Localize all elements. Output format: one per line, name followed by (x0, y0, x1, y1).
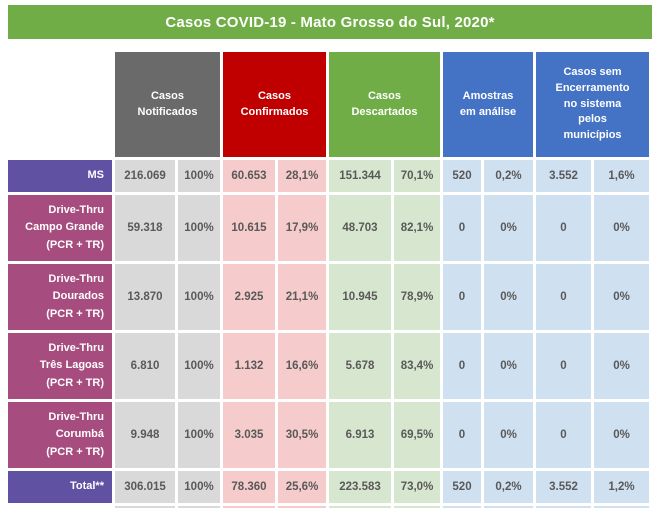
row-label-drive-thru-dourados: Drive-Thru Dourados (PCR + TR) (8, 264, 112, 330)
value-cell-ms-casos-confirmados-percentual: 28,1% (278, 160, 326, 192)
value-cell-drive-thru-corumba-casos-confirmados-percentual: 30,5% (278, 402, 326, 468)
value-cell-drive-thru-campo-grande-casos-sem-encerramento-percentual: 0% (594, 195, 649, 261)
value-cell-drive-thru-dourados-casos-sem-encerramento-percentual: 0% (594, 264, 649, 330)
value-cell-drive-thru-campo-grande-casos-confirmados-casos: 10.615 (223, 195, 275, 261)
value-cell-total-amostras-em-analise-casos: 520 (443, 471, 481, 503)
table-header: Casos Notificados Casos Confirmados Casos … (8, 52, 649, 157)
corner-cell (8, 52, 112, 157)
column-group-header-casos-notificados: Casos Notificados (115, 52, 220, 157)
value-cell-drive-thru-corumba-casos-descartados-casos: 6.913 (329, 402, 391, 468)
value-cell-drive-thru-tres-lagoas-casos-descartados-percentual: 83,4% (394, 333, 440, 399)
cropped-row-cell (594, 506, 649, 508)
value-cell-drive-thru-corumba-casos-notificados-casos: 9.948 (115, 402, 175, 468)
value-cell-drive-thru-corumba-amostras-em-analise-casos: 0 (443, 402, 481, 468)
value-cell-drive-thru-campo-grande-amostras-em-analise-percentual: 0% (484, 195, 533, 261)
cropped-row-cell (484, 506, 533, 508)
value-cell-drive-thru-tres-lagoas-amostras-em-analise-percentual: 0% (484, 333, 533, 399)
table-row-total: Total** 306.015 100% 78.360 25,6% 223.583 73,0… (8, 471, 649, 503)
cropped-row-cell (278, 506, 326, 508)
table-body: MS 216.069 100% 60.653 28,1% 151.344 70,1% 520 0… (8, 160, 649, 508)
value-cell-ms-casos-descartados-percentual: 70,1% (394, 160, 440, 192)
cropped-row-cell (443, 506, 481, 508)
value-cell-drive-thru-dourados-casos-notificados-casos: 13.870 (115, 264, 175, 330)
value-cell-ms-casos-descartados-casos: 151.344 (329, 160, 391, 192)
value-cell-drive-thru-tres-lagoas-casos-sem-encerramento-casos: 0 (536, 333, 591, 399)
cropped-row-cell (329, 506, 391, 508)
value-cell-total-casos-notificados-percentual: 100% (178, 471, 220, 503)
value-cell-ms-casos-confirmados-casos: 60.653 (223, 160, 275, 192)
value-cell-total-casos-sem-encerramento-percentual: 1,2% (594, 471, 649, 503)
value-cell-total-casos-sem-encerramento-casos: 3.552 (536, 471, 591, 503)
value-cell-drive-thru-tres-lagoas-casos-sem-encerramento-percentual: 0% (594, 333, 649, 399)
value-cell-ms-casos-notificados-percentual: 100% (178, 160, 220, 192)
cropped-row-cell (178, 506, 220, 508)
value-cell-drive-thru-corumba-casos-confirmados-casos: 3.035 (223, 402, 275, 468)
row-label-drive-thru-tres-lagoas: Drive-Thru Três Lagoas (PCR + TR) (8, 333, 112, 399)
row-label-ms: MS (8, 160, 112, 192)
value-cell-drive-thru-dourados-casos-sem-encerramento-casos: 0 (536, 264, 591, 330)
value-cell-drive-thru-dourados-amostras-em-analise-casos: 0 (443, 264, 481, 330)
cropped-row-cell (536, 506, 591, 508)
value-cell-drive-thru-dourados-casos-notificados-percentual: 100% (178, 264, 220, 330)
title-bar: Casos COVID-19 - Mato Grosso do Sul, 202… (8, 5, 652, 39)
value-cell-total-casos-confirmados-percentual: 25,6% (278, 471, 326, 503)
table-row-drive-thru-campo-grande: Drive-Thru Campo Grande (PCR + TR) 59.318… (8, 195, 649, 261)
value-cell-drive-thru-corumba-casos-sem-encerramento-percentual: 0% (594, 402, 649, 468)
value-cell-drive-thru-tres-lagoas-casos-confirmados-percentual: 16,6% (278, 333, 326, 399)
row-label-drive-thru-campo-grande: Drive-Thru Campo Grande (PCR + TR) (8, 195, 112, 261)
value-cell-drive-thru-dourados-amostras-em-analise-percentual: 0% (484, 264, 533, 330)
column-group-header-casos-sem-encerramento: Casos sem Encerramento no sistema pelos … (536, 52, 649, 157)
row-label-total: Total** (8, 471, 112, 503)
value-cell-ms-amostras-em-analise-casos: 520 (443, 160, 481, 192)
value-cell-total-casos-confirmados-casos: 78.360 (223, 471, 275, 503)
column-group-header-amostras-em-analise: Amostras em análise (443, 52, 533, 157)
value-cell-drive-thru-dourados-casos-confirmados-percentual: 21,1% (278, 264, 326, 330)
cropped-row-label (8, 506, 112, 508)
table-row-ms: MS 216.069 100% 60.653 28,1% 151.344 70,1% 520 0… (8, 160, 649, 192)
cropped-row-cell (223, 506, 275, 508)
value-cell-drive-thru-corumba-casos-notificados-percentual: 100% (178, 402, 220, 468)
value-cell-drive-thru-corumba-casos-descartados-percentual: 69,5% (394, 402, 440, 468)
row-label-drive-thru-corumba: Drive-Thru Corumbá (PCR + TR) (8, 402, 112, 468)
value-cell-total-casos-descartados-casos: 223.583 (329, 471, 391, 503)
value-cell-drive-thru-campo-grande-casos-descartados-percentual: 82,1% (394, 195, 440, 261)
value-cell-drive-thru-corumba-casos-sem-encerramento-casos: 0 (536, 402, 591, 468)
covid-cases-table: Casos Notificados Casos Confirmados Casos … (5, 49, 652, 511)
value-cell-ms-casos-sem-encerramento-casos: 3.552 (536, 160, 591, 192)
page-title: Casos COVID-19 - Mato Grosso do Sul, 202… (165, 13, 495, 31)
table-row-drive-thru-corumba: Drive-Thru Corumbá (PCR + TR) 9.948 100% 3.… (8, 402, 649, 468)
value-cell-ms-amostras-em-analise-percentual: 0,2% (484, 160, 533, 192)
value-cell-drive-thru-tres-lagoas-casos-confirmados-casos: 1.132 (223, 333, 275, 399)
value-cell-drive-thru-campo-grande-casos-confirmados-percentual: 17,9% (278, 195, 326, 261)
value-cell-total-casos-descartados-percentual: 73,0% (394, 471, 440, 503)
value-cell-drive-thru-tres-lagoas-casos-notificados-casos: 6.810 (115, 333, 175, 399)
value-cell-total-casos-notificados-casos: 306.015 (115, 471, 175, 503)
column-group-header-casos-descartados: Casos Descartados (329, 52, 440, 157)
value-cell-drive-thru-dourados-casos-confirmados-casos: 2.925 (223, 264, 275, 330)
cropped-row-cell (115, 506, 175, 508)
value-cell-drive-thru-corumba-amostras-em-analise-percentual: 0% (484, 402, 533, 468)
value-cell-drive-thru-tres-lagoas-casos-notificados-percentual: 100% (178, 333, 220, 399)
value-cell-drive-thru-campo-grande-casos-descartados-casos: 48.703 (329, 195, 391, 261)
value-cell-drive-thru-dourados-casos-descartados-percentual: 78,9% (394, 264, 440, 330)
table-row-drive-thru-dourados: Drive-Thru Dourados (PCR + TR) 13.870 100%… (8, 264, 649, 330)
value-cell-ms-casos-notificados-casos: 216.069 (115, 160, 175, 192)
value-cell-drive-thru-campo-grande-casos-notificados-percentual: 100% (178, 195, 220, 261)
value-cell-drive-thru-dourados-casos-descartados-casos: 10.945 (329, 264, 391, 330)
value-cell-drive-thru-campo-grande-casos-sem-encerramento-casos: 0 (536, 195, 591, 261)
table-row-drive-thru-tres-lagoas: Drive-Thru Três Lagoas (PCR + TR) 6.810 10… (8, 333, 649, 399)
value-cell-drive-thru-tres-lagoas-casos-descartados-casos: 5.678 (329, 333, 391, 399)
value-cell-drive-thru-tres-lagoas-amostras-em-analise-casos: 0 (443, 333, 481, 399)
value-cell-drive-thru-campo-grande-amostras-em-analise-casos: 0 (443, 195, 481, 261)
value-cell-ms-casos-sem-encerramento-percentual: 1,6% (594, 160, 649, 192)
value-cell-total-amostras-em-analise-percentual: 0,2% (484, 471, 533, 503)
cropped-row-cell (394, 506, 440, 508)
column-group-header-casos-confirmados: Casos Confirmados (223, 52, 326, 157)
value-cell-drive-thru-campo-grande-casos-notificados-casos: 59.318 (115, 195, 175, 261)
cropped-row-edge (8, 506, 649, 508)
